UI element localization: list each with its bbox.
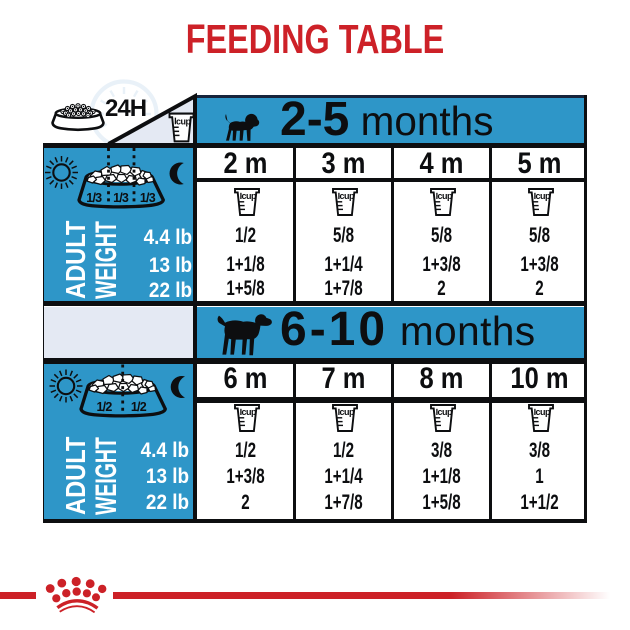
svg-text:1/3: 1/3: [140, 191, 156, 205]
svg-text:1/2: 1/2: [97, 400, 113, 414]
svg-text:1/3: 1/3: [113, 191, 129, 205]
svg-text:1/2: 1/2: [131, 400, 147, 414]
svg-text:1/3: 1/3: [86, 191, 102, 205]
svg-text:cup: cup: [176, 116, 191, 126]
